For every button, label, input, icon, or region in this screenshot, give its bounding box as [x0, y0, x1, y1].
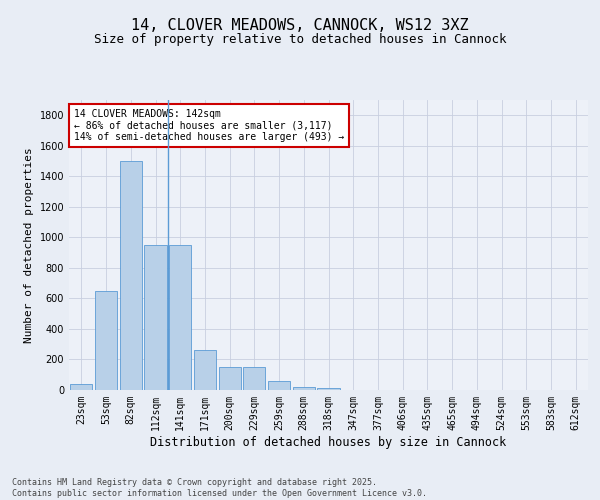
Bar — [145, 245, 167, 390]
Y-axis label: Number of detached properties: Number of detached properties — [24, 147, 34, 343]
Bar — [70, 384, 92, 390]
Bar — [194, 350, 216, 390]
Text: Contains HM Land Registry data © Crown copyright and database right 2025.
Contai: Contains HM Land Registry data © Crown c… — [12, 478, 427, 498]
Bar — [119, 161, 142, 390]
Text: 14 CLOVER MEADOWS: 142sqm
← 86% of detached houses are smaller (3,117)
14% of se: 14 CLOVER MEADOWS: 142sqm ← 86% of detac… — [74, 108, 344, 142]
Text: 14, CLOVER MEADOWS, CANNOCK, WS12 3XZ: 14, CLOVER MEADOWS, CANNOCK, WS12 3XZ — [131, 18, 469, 32]
Bar — [293, 387, 315, 390]
Text: Size of property relative to detached houses in Cannock: Size of property relative to detached ho… — [94, 32, 506, 46]
Bar — [317, 388, 340, 390]
Bar — [268, 381, 290, 390]
X-axis label: Distribution of detached houses by size in Cannock: Distribution of detached houses by size … — [151, 436, 506, 448]
Bar — [243, 367, 265, 390]
Bar — [169, 245, 191, 390]
Bar — [218, 367, 241, 390]
Bar — [95, 291, 117, 390]
